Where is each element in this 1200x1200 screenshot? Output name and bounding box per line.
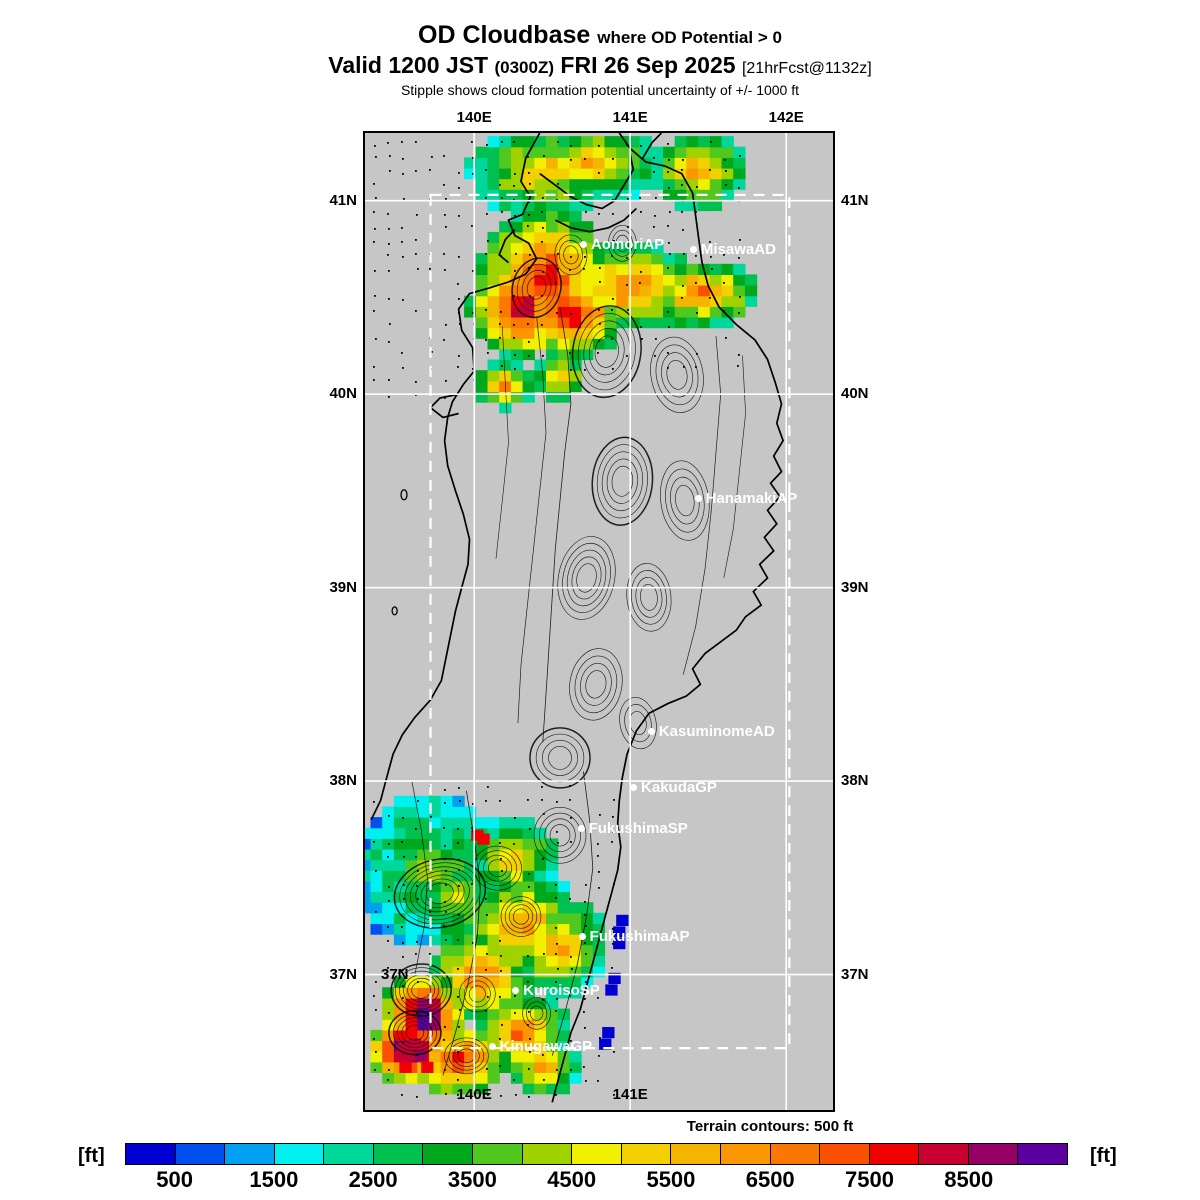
colorbar-segment-5[interactable] <box>372 1144 423 1164</box>
colorbar-segment-18[interactable] <box>1017 1144 1067 1164</box>
lat-label-right-37N: 37N <box>841 965 869 983</box>
station-KuroisoSP[interactable]: KuroisoSP <box>512 982 600 999</box>
colorbar-segment-13[interactable] <box>769 1144 820 1164</box>
station-dot-icon <box>577 824 585 832</box>
lat-label-left-37N: 37N <box>329 965 357 983</box>
terrain-contour-note: Terrain contours: 500 ft <box>686 1118 854 1135</box>
station-KasuminomeAD[interactable]: KasuminomeAD <box>647 722 775 740</box>
station-MisawaAD[interactable]: MisawaAD <box>689 241 776 259</box>
lon-label-bottom-141E: 141E <box>612 1086 648 1103</box>
valid-prefix: Valid 1200 JST <box>328 52 489 78</box>
station-label: AomoriAP <box>590 236 665 254</box>
lon-label-bottom-140E: 140E <box>456 1086 492 1103</box>
colorbar-segment-12[interactable] <box>719 1144 770 1164</box>
colorbar-segment-7[interactable] <box>472 1144 522 1164</box>
colorbar-segment-1[interactable] <box>174 1144 225 1164</box>
station-KakudaGP[interactable]: KakudaGP <box>630 779 717 796</box>
lat-label-right-41N: 41N <box>841 191 869 209</box>
lat-label-left-41N: 41N <box>329 191 357 209</box>
colorbar-segment-0[interactable] <box>126 1144 175 1164</box>
station-dot-icon <box>694 495 702 503</box>
station-dot-icon <box>647 727 655 735</box>
lon-label-top-140E: 140E <box>456 109 492 126</box>
colorbar-unit-left: [ft] <box>78 1145 105 1167</box>
colorbar-tick-5500: 5500 <box>646 1167 696 1192</box>
colorbar-segment-2[interactable] <box>224 1144 274 1164</box>
colorbar-segment-14[interactable] <box>819 1144 869 1164</box>
station-label: FukushimaSP <box>588 819 688 837</box>
colorbar-tick-500: 500 <box>156 1167 193 1192</box>
station-dot-icon <box>579 241 587 249</box>
lat-label-right-39N: 39N <box>841 578 869 596</box>
station-FukushimaSP[interactable]: FukushimaSP <box>577 819 688 837</box>
colorbar-tick-labels: 500 1500 2500 3500 4500 5500 6500 7500 8500 <box>125 1167 1068 1197</box>
station-dot-icon <box>488 1042 496 1050</box>
station-label: FukushimaAP <box>589 928 690 946</box>
title-main: OD Cloudbase <box>418 21 591 49</box>
title-main-suffix: where OD Potential > 0 <box>597 28 782 47</box>
colorbar-tick-3500: 3500 <box>447 1167 497 1192</box>
title-valid-line: Valid 1200 JST (0300Z) FRI 26 Sep 2025 [… <box>0 53 1200 78</box>
station-AomoriAP[interactable]: AomoriAP <box>579 236 665 254</box>
colorbar-tick-1500: 1500 <box>249 1167 299 1192</box>
title-main-line: OD Cloudbase where OD Potential > 0 <box>0 22 1200 49</box>
colorbar-panel: [ft] [ft] 500 1500 2500 3500 4500 5500 6500 750… <box>0 1143 1200 1198</box>
colorbar-segment-6[interactable] <box>422 1144 473 1164</box>
colorbar-segment-10[interactable] <box>620 1144 671 1164</box>
coastline <box>370 133 785 1103</box>
map-canvas <box>365 133 833 1110</box>
station-label: HanamakiAP <box>705 490 798 508</box>
colorbar-segment-16[interactable] <box>918 1144 968 1164</box>
lat-label-left-40N: 40N <box>329 385 357 403</box>
colorbar-tick-2500: 2500 <box>348 1167 398 1192</box>
colorbar-segment-3[interactable] <box>273 1144 324 1164</box>
colorbar-tick-6500: 6500 <box>745 1167 795 1192</box>
colorbar-segment-15[interactable] <box>868 1144 919 1164</box>
station-dot-icon <box>512 986 520 994</box>
lat-label-left-39N: 39N <box>329 578 357 596</box>
lat-label-right-40N: 40N <box>841 385 869 403</box>
station-KinugawaGP[interactable]: KinugawaGP <box>488 1037 593 1055</box>
colorbar-tick-8500: 8500 <box>944 1167 994 1192</box>
colorbar-segment-9[interactable] <box>571 1144 621 1164</box>
stipple-note: Stipple shows cloud formation potential … <box>400 81 800 98</box>
colorbar-segment-4[interactable] <box>323 1144 373 1164</box>
valid-date: FRI 26 Sep 2025 <box>560 52 736 78</box>
title-block: OD Cloudbase where OD Potential > 0 Vali… <box>0 22 1200 98</box>
lon-label-top-142E: 142E <box>768 109 804 126</box>
station-label: KuroisoSP <box>523 981 600 999</box>
map-graphics <box>365 133 833 1110</box>
forecast-tag: [21hrFcst@1132z] <box>741 60 872 77</box>
colorbar[interactable] <box>125 1143 1068 1165</box>
station-dot-icon <box>689 246 697 254</box>
colorbar-segment-8[interactable] <box>521 1144 572 1164</box>
station-dot-icon <box>630 783 638 791</box>
station-FukushimaAP[interactable]: FukushimaAP <box>578 928 690 946</box>
colorbar-tick-7500: 7500 <box>844 1167 894 1192</box>
lat-lon-gridlines <box>365 133 833 1110</box>
station-label: MisawaAD <box>700 241 776 259</box>
station-label: KinugawaGP <box>499 1037 593 1055</box>
colorbar-segment-11[interactable] <box>670 1144 720 1164</box>
lat-label-inner-37N: 37N <box>381 965 409 983</box>
lat-label-right-38N: 38N <box>841 772 869 790</box>
map-panel[interactable]: 140E 141E 37N AomoriAP MisawaAD HanamakiAP K… <box>363 131 835 1112</box>
valid-utc: (0300Z) <box>494 58 555 77</box>
station-dot-icon <box>578 933 586 941</box>
colorbar-tick-4500: 4500 <box>547 1167 597 1192</box>
colorbar-segment-17[interactable] <box>967 1144 1018 1164</box>
station-HanamakiAP[interactable]: HanamakiAP <box>694 490 798 508</box>
station-label: KakudaGP <box>641 778 717 796</box>
lon-label-top-141E: 141E <box>612 109 648 126</box>
colorbar-unit-right: [ft] <box>1090 1145 1117 1167</box>
lat-label-left-38N: 38N <box>329 772 357 790</box>
station-label: KasuminomeAD <box>658 722 775 740</box>
